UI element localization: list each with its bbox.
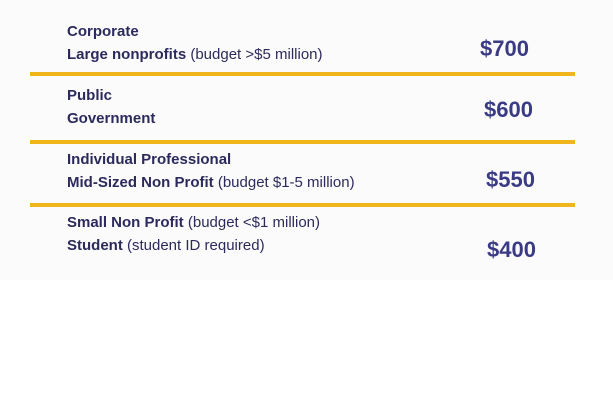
divider	[30, 72, 575, 76]
tier-line-1: Public	[67, 84, 155, 107]
tier-name: Mid-Sized Non Profit	[67, 174, 214, 191]
tier-line-1: Corporate	[67, 20, 323, 43]
tier-name: Public	[67, 87, 113, 104]
divider	[30, 203, 575, 207]
tier-note: (student ID required)	[122, 237, 265, 254]
tier-line-1: Small Non Profit (budget <$1 million)	[67, 211, 320, 234]
tier-name: Student	[67, 237, 123, 254]
tier-name: Large nonprofits	[67, 46, 187, 63]
tier-line-2: Large nonprofits (budget >$5 million)	[67, 43, 323, 66]
divider	[30, 140, 575, 144]
tier-name: Government	[67, 110, 156, 127]
tier-note: (budget $1-5 million)	[213, 174, 355, 191]
price-public: $600	[484, 97, 533, 122]
tier-line-2: Student (student ID required)	[67, 234, 320, 257]
pricing-table: Corporate Large nonprofits (budget >$5 m…	[30, 20, 575, 262]
tier-note: (budget >$5 million)	[186, 46, 323, 63]
tier-name: Corporate	[67, 23, 139, 40]
price-corporate: $700	[480, 36, 529, 61]
tier-public: Public Government	[67, 84, 155, 130]
price-small-nonprofit: $400	[487, 237, 536, 262]
tier-small-nonprofit: Small Non Profit (budget <$1 million) St…	[67, 211, 320, 257]
tier-line-2: Mid-Sized Non Profit (budget $1-5 millio…	[67, 171, 355, 194]
tier-name: Individual Professional	[67, 151, 232, 168]
tier-line-1: Individual Professional	[67, 148, 355, 171]
tier-individual: Individual Professional Mid-Sized Non Pr…	[67, 148, 355, 194]
tier-name: Small Non Profit	[67, 214, 184, 231]
price-individual: $550	[486, 167, 535, 192]
tier-corporate: Corporate Large nonprofits (budget >$5 m…	[67, 20, 323, 66]
tier-line-2: Government	[67, 107, 155, 130]
tier-note: (budget <$1 million)	[183, 214, 321, 231]
